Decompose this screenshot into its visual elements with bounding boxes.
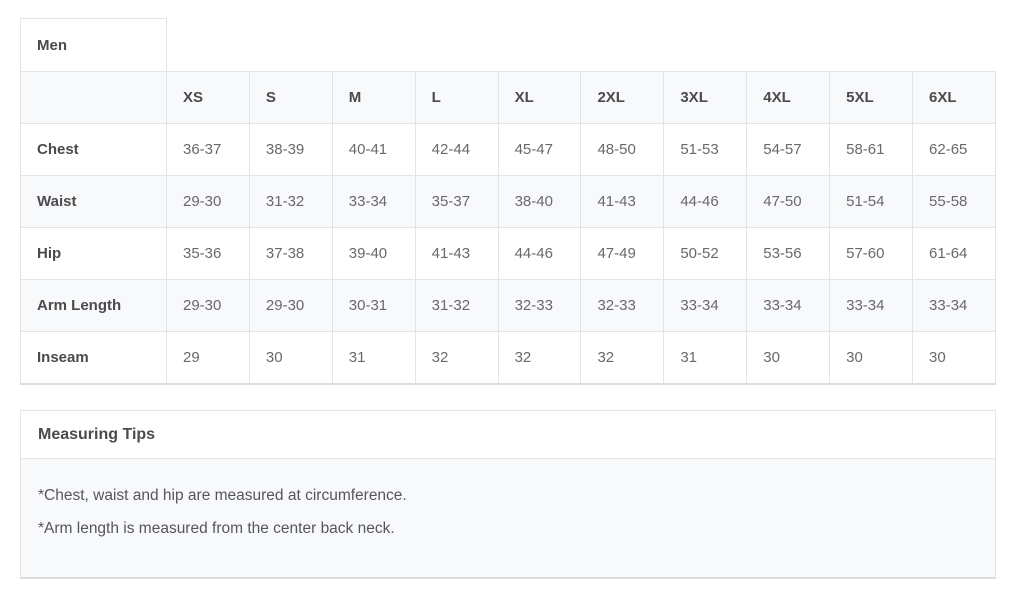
measurement-value-cell: 41-43 [414, 227, 499, 280]
measurement-value-cell: 31 [331, 331, 416, 385]
measuring-tip-arm-length: *Arm length is measured from the center … [38, 519, 395, 537]
measurement-label-cell: Waist [20, 175, 167, 228]
measurement-value-cell: 35-36 [166, 227, 250, 280]
gender-row: Men [20, 18, 996, 72]
size-header-cell-2xl: 2XL [580, 71, 665, 124]
measurement-value-cell: 51-54 [829, 175, 914, 228]
measurement-value-cell: 55-58 [912, 175, 996, 228]
size-header-cell-3xl: 3XL [663, 71, 748, 124]
measurement-value-cell: 36-37 [166, 123, 250, 176]
measurement-value-cell: 29 [166, 331, 250, 385]
measurement-value-cell: 33-34 [331, 175, 416, 228]
measurement-row-hip: Hip 35-36 37-38 39-40 41-43 44-46 47-49 50-52 53… [20, 227, 996, 280]
size-header-cell-6xl: 6XL [912, 71, 996, 124]
measurement-value-cell: 54-57 [746, 123, 831, 176]
blank-cell [167, 19, 250, 72]
measurement-label-cell: Hip [20, 227, 167, 280]
measurement-value-cell: 32-33 [497, 279, 582, 332]
measurement-label-cell: Arm Length [20, 279, 167, 332]
measurement-value-cell: 57-60 [829, 227, 914, 280]
measurement-label-cell: Inseam [20, 331, 167, 385]
measurement-value-cell: 38-39 [248, 123, 333, 176]
measurement-value-cell: 29-30 [166, 279, 250, 332]
size-chart-table: Men XS S M L XL 2XL 3XL 4XL 5XL 6XL Chest 36-37 38-39… [20, 18, 996, 385]
measuring-tips-body: *Chest, waist and hip are measured at ci… [21, 459, 995, 577]
measurement-row-inseam: Inseam 29 30 31 32 32 32 31 30 30 30 [20, 331, 996, 385]
measurement-value-cell: 32 [580, 331, 665, 385]
measurement-value-cell: 62-65 [912, 123, 996, 176]
size-header-cell-m: M [331, 71, 416, 124]
gender-label-cell: Men [20, 18, 167, 72]
measurement-value-cell: 31 [663, 331, 748, 385]
measuring-tips-box: Measuring Tips *Chest, waist and hip are… [20, 409, 996, 579]
measuring-tip-chest-waist-hip: *Chest, waist and hip are measured at ci… [38, 486, 407, 504]
blank-cell [664, 19, 747, 72]
measurement-value-cell: 45-47 [497, 123, 582, 176]
size-header-corner-cell [20, 71, 167, 124]
size-header-cell-s: S [248, 71, 333, 124]
size-header-cell-5xl: 5XL [829, 71, 914, 124]
measurement-value-cell: 30 [746, 331, 831, 385]
measurement-row-waist: Waist 29-30 31-32 33-34 35-37 38-40 41-43 44-46… [20, 175, 996, 228]
measurement-value-cell: 61-64 [912, 227, 996, 280]
blank-cell [498, 19, 581, 72]
measurement-value-cell: 29-30 [248, 279, 333, 332]
size-header-cell-xs: XS [166, 71, 250, 124]
measurement-value-cell: 33-34 [829, 279, 914, 332]
blank-cell [249, 19, 332, 72]
measuring-tips-title: Measuring Tips [21, 410, 995, 459]
measurement-value-cell: 31-32 [414, 279, 499, 332]
measurement-value-cell: 30 [912, 331, 996, 385]
measurement-value-cell: 35-37 [414, 175, 499, 228]
measurement-label-cell: Chest [20, 123, 167, 176]
blank-cell [913, 19, 996, 72]
measurement-value-cell: 51-53 [663, 123, 748, 176]
measurement-value-cell: 32 [497, 331, 582, 385]
blank-cell [332, 19, 415, 72]
size-header-cell-4xl: 4XL [746, 71, 831, 124]
measurement-value-cell: 38-40 [497, 175, 582, 228]
measurement-value-cell: 44-46 [497, 227, 582, 280]
blank-cell [581, 19, 664, 72]
measurement-value-cell: 31-32 [248, 175, 333, 228]
measurement-value-cell: 32 [414, 331, 499, 385]
measurement-value-cell: 30 [829, 331, 914, 385]
measurement-value-cell: 33-34 [663, 279, 748, 332]
size-chart-body: Men XS S M L XL 2XL 3XL 4XL 5XL 6XL Chest 36-37 38-39… [20, 18, 996, 385]
measurement-value-cell: 44-46 [663, 175, 748, 228]
blank-cell [747, 19, 830, 72]
measurement-value-cell: 50-52 [663, 227, 748, 280]
size-header-cell-l: L [414, 71, 499, 124]
measurement-row-chest: Chest 36-37 38-39 40-41 42-44 45-47 48-50 51-53… [20, 123, 996, 176]
measurement-value-cell: 32-33 [580, 279, 665, 332]
size-header-cell-xl: XL [497, 71, 582, 124]
measurement-value-cell: 37-38 [248, 227, 333, 280]
measurement-value-cell: 47-49 [580, 227, 665, 280]
measurement-value-cell: 30 [248, 331, 333, 385]
measurement-value-cell: 29-30 [166, 175, 250, 228]
blank-cell [415, 19, 498, 72]
measurement-value-cell: 33-34 [746, 279, 831, 332]
measurement-value-cell: 39-40 [331, 227, 416, 280]
blank-cell [830, 19, 913, 72]
measurement-value-cell: 40-41 [331, 123, 416, 176]
measurement-value-cell: 33-34 [912, 279, 996, 332]
measurement-value-cell: 47-50 [746, 175, 831, 228]
measurement-value-cell: 48-50 [580, 123, 665, 176]
measurement-row-arm-length: Arm Length 29-30 29-30 30-31 31-32 32-33 32-33… [20, 279, 996, 332]
measurement-value-cell: 30-31 [331, 279, 416, 332]
measurement-value-cell: 53-56 [746, 227, 831, 280]
size-header-row: XS S M L XL 2XL 3XL 4XL 5XL 6XL [20, 71, 996, 124]
measurement-value-cell: 42-44 [414, 123, 499, 176]
measurement-value-cell: 41-43 [580, 175, 665, 228]
measurement-value-cell: 58-61 [829, 123, 914, 176]
